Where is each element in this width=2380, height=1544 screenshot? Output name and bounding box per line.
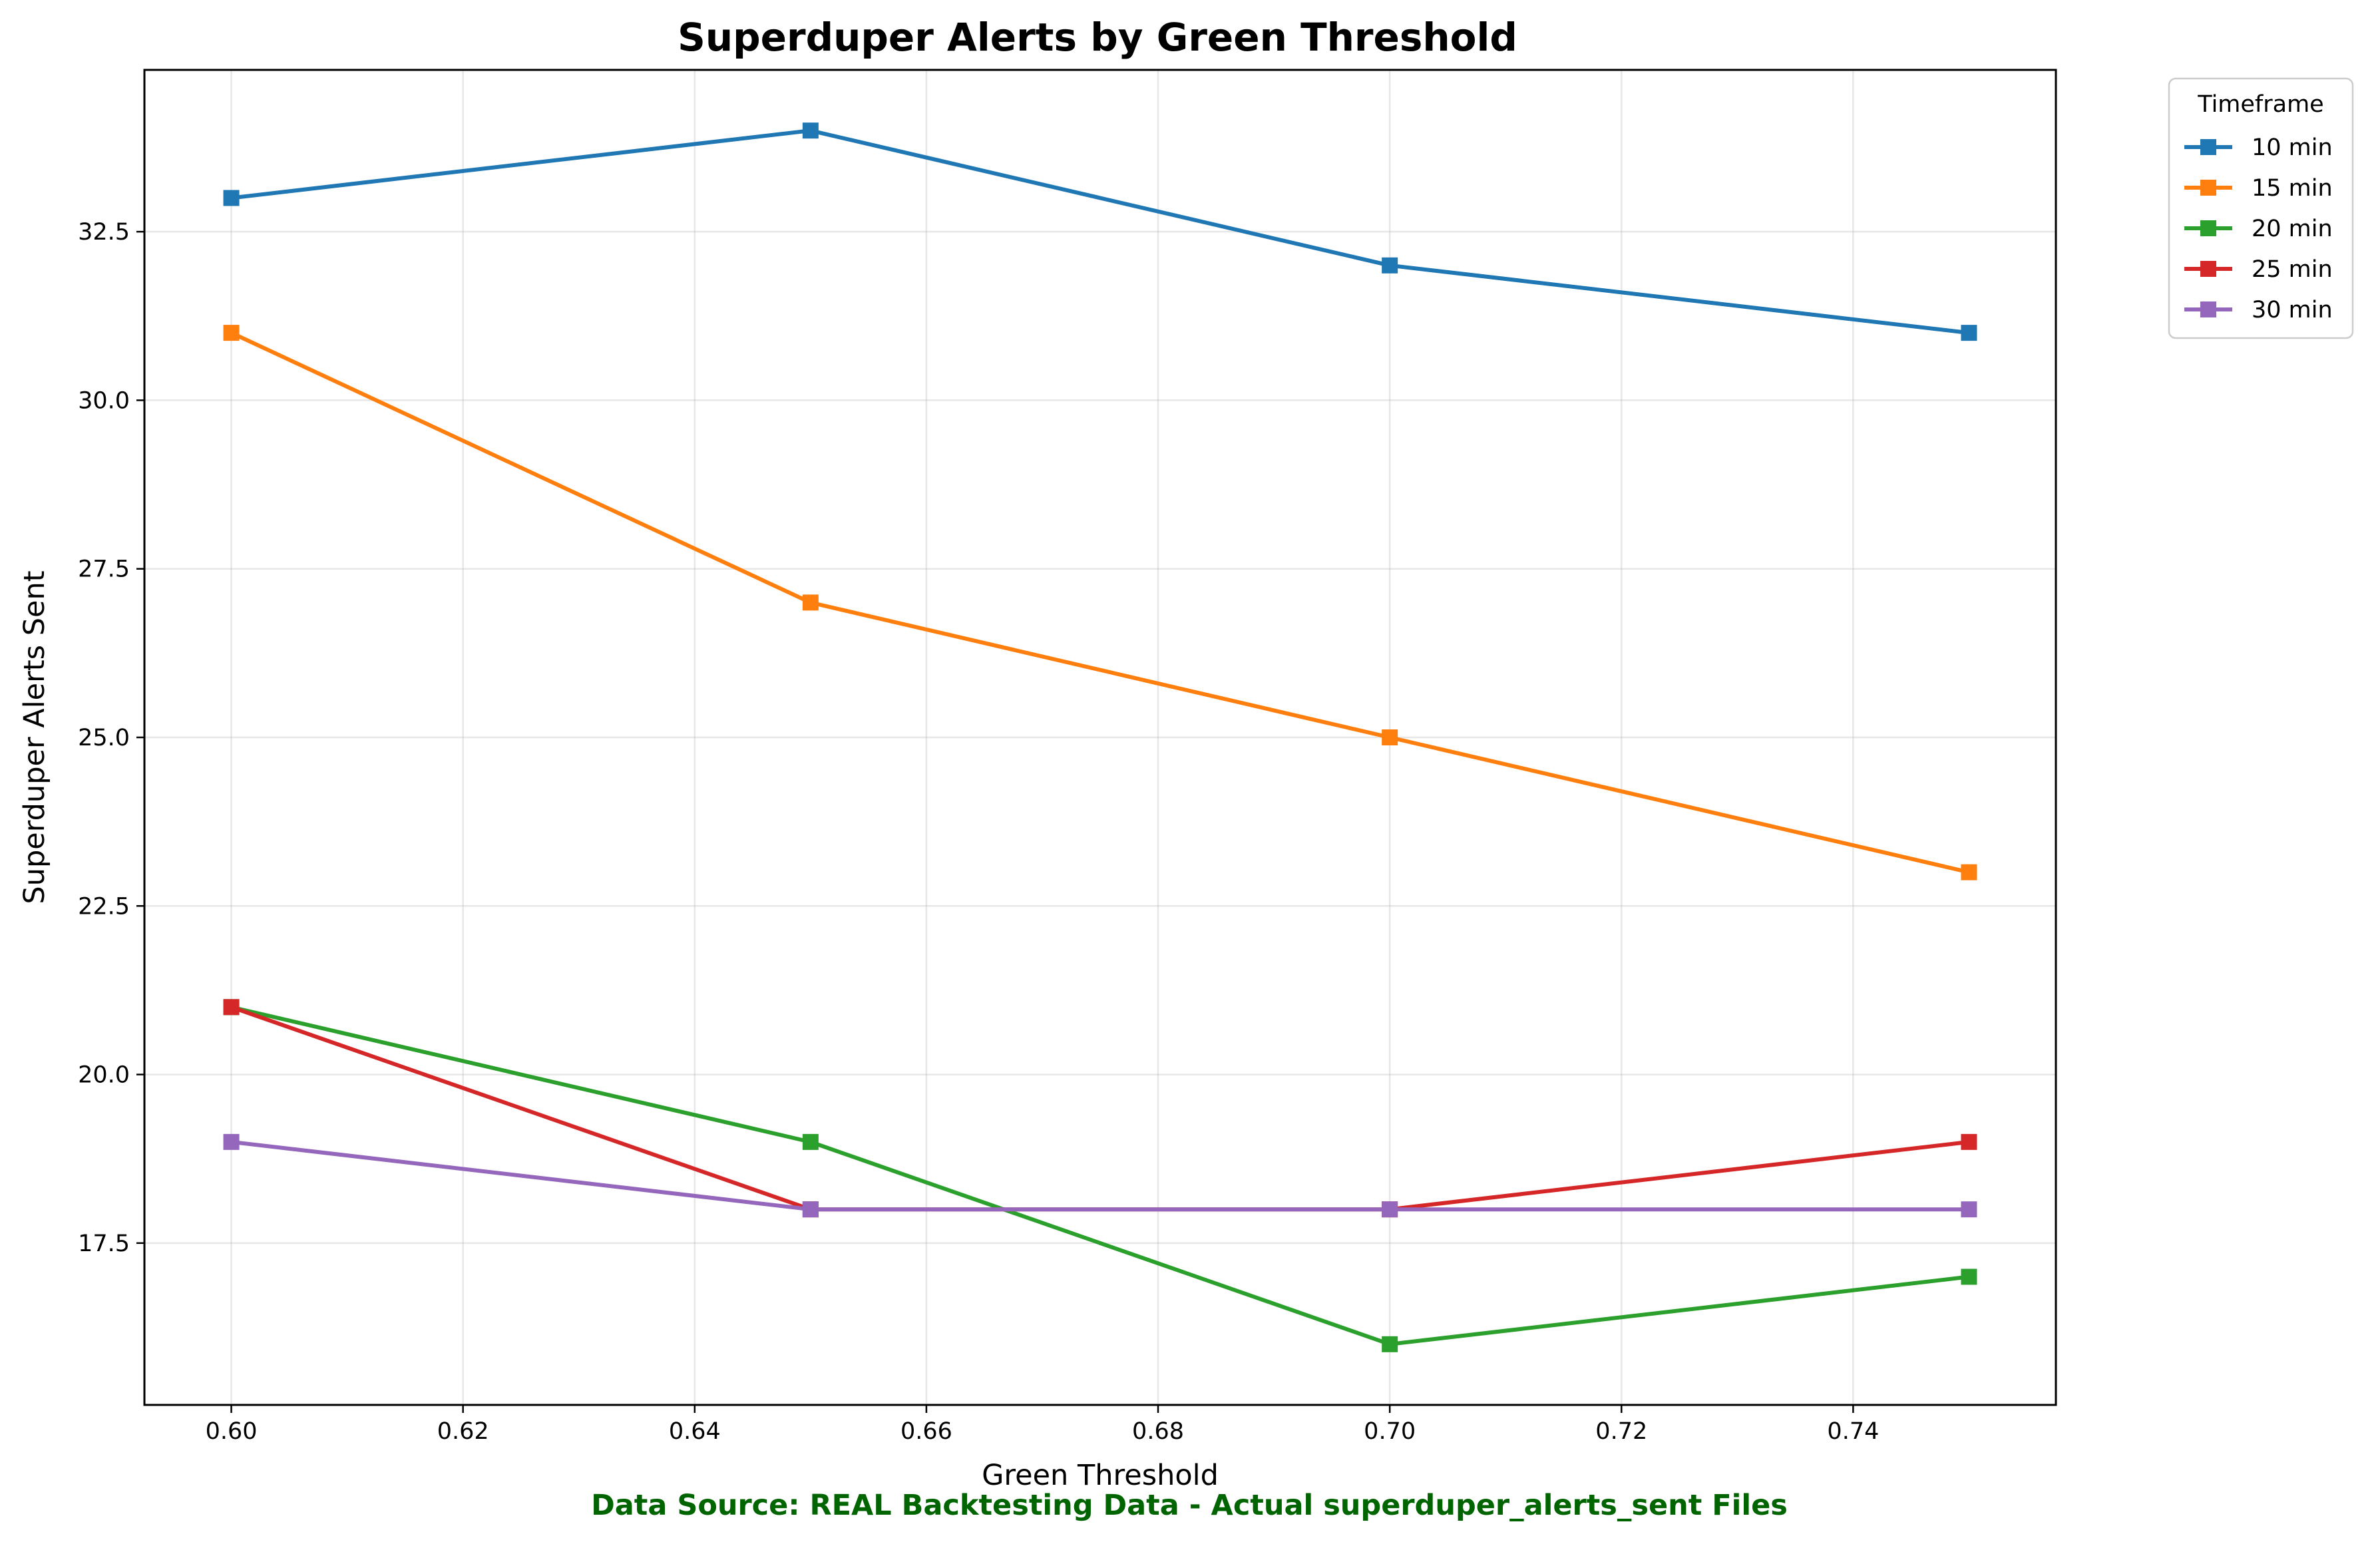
data-point bbox=[1961, 864, 1977, 880]
data-point bbox=[1382, 257, 1398, 274]
legend-label: 25 min bbox=[2252, 256, 2333, 283]
data-point bbox=[1961, 325, 1977, 341]
legend: Timeframe 10 min 15 min 20 min 25 min 30 min bbox=[2168, 77, 2354, 339]
legend-marker-swatch bbox=[2200, 220, 2216, 236]
chart-title: Superduper Alerts by Green Threshold bbox=[678, 15, 1517, 60]
data-point bbox=[1961, 1201, 1977, 1218]
data-point bbox=[1382, 729, 1398, 745]
x-tick-label: 0.62 bbox=[437, 1418, 489, 1445]
y-tick-label: 20.0 bbox=[78, 1062, 130, 1089]
legend-item: 20 min bbox=[2184, 216, 2333, 242]
y-tick-label: 22.5 bbox=[78, 893, 130, 920]
legend-item: 10 min bbox=[2184, 134, 2333, 161]
y-axis-label: Superduper Alerts Sent bbox=[18, 570, 51, 904]
legend-title: Timeframe bbox=[2197, 91, 2323, 118]
data-point bbox=[802, 122, 819, 139]
data-point bbox=[223, 325, 240, 341]
legend-label: 15 min bbox=[2252, 175, 2333, 202]
x-axis-ticks: 0.60 0.62 0.64 0.66 0.68 0.70 0.72 0.74 bbox=[206, 1405, 1879, 1445]
legend-marker-swatch bbox=[2200, 261, 2216, 277]
data-point bbox=[1382, 1336, 1398, 1352]
data-point bbox=[802, 1201, 819, 1218]
x-tick-label: 0.60 bbox=[206, 1418, 258, 1445]
legend-label: 10 min bbox=[2252, 134, 2333, 161]
series-line bbox=[229, 128, 1971, 335]
x-tick-label: 0.66 bbox=[900, 1418, 952, 1445]
x-tick-label: 0.68 bbox=[1132, 1418, 1184, 1445]
x-tick-label: 0.64 bbox=[669, 1418, 721, 1445]
grid bbox=[144, 70, 2056, 1405]
legend-marker-swatch bbox=[2200, 301, 2216, 317]
legend-item: 25 min bbox=[2184, 256, 2333, 283]
data-point bbox=[223, 190, 240, 206]
series-line bbox=[228, 1004, 1971, 1346]
y-tick-label: 25.0 bbox=[78, 725, 130, 751]
data-point bbox=[223, 1133, 240, 1150]
series-10-min bbox=[223, 122, 1977, 341]
data-source-note: Data Source: REAL Backtesting Data - Act… bbox=[591, 1489, 1788, 1522]
series-line bbox=[228, 330, 1972, 875]
x-tick-label: 0.72 bbox=[1595, 1418, 1647, 1445]
legend-item: 15 min bbox=[2184, 175, 2333, 202]
legend-label: 20 min bbox=[2252, 216, 2333, 242]
legend-marker-swatch bbox=[2200, 180, 2216, 196]
data-point bbox=[802, 1133, 819, 1150]
y-tick-label: 30.0 bbox=[78, 387, 130, 414]
legend-item: 30 min bbox=[2184, 297, 2333, 323]
y-tick-label: 27.5 bbox=[78, 556, 130, 583]
series-15-min bbox=[223, 325, 1977, 880]
y-tick-label: 32.5 bbox=[78, 219, 130, 246]
y-tick-label: 17.5 bbox=[78, 1231, 130, 1257]
series-30-min bbox=[223, 1133, 1977, 1218]
series-group bbox=[223, 122, 1977, 1352]
x-axis-label: Green Threshold bbox=[982, 1459, 1219, 1492]
x-tick-label: 0.70 bbox=[1364, 1418, 1416, 1445]
legend-label: 30 min bbox=[2252, 297, 2333, 323]
series-line bbox=[229, 1139, 1971, 1212]
data-point bbox=[1961, 1133, 1977, 1150]
x-tick-label: 0.74 bbox=[1827, 1418, 1879, 1445]
data-point bbox=[223, 999, 240, 1016]
data-point bbox=[1382, 1201, 1398, 1218]
legend-marker-swatch bbox=[2200, 139, 2216, 155]
y-axis-ticks: 17.5 20.0 22.5 25.0 27.5 30.0 32.5 bbox=[78, 219, 144, 1257]
data-point bbox=[802, 594, 819, 611]
data-point bbox=[1961, 1268, 1977, 1285]
